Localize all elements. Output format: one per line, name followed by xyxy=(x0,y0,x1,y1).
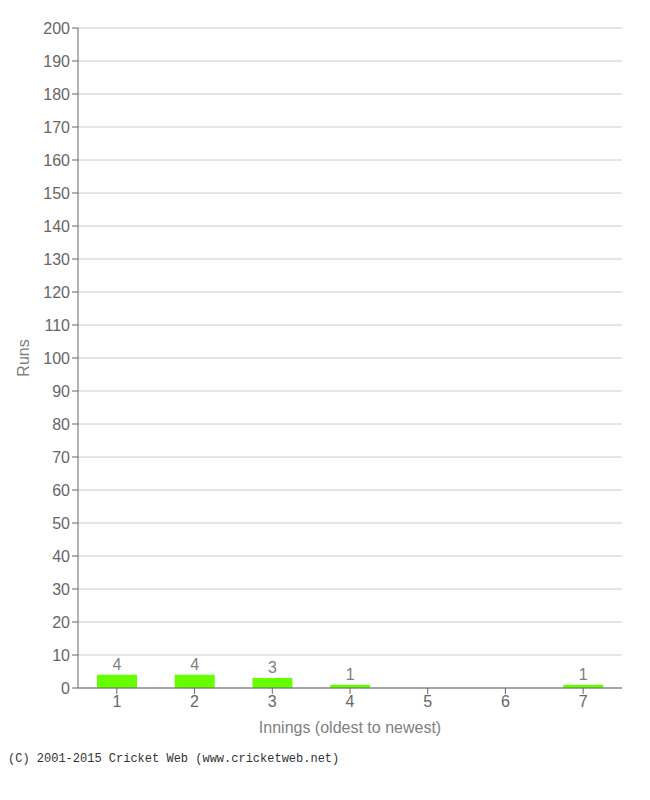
svg-text:Runs: Runs xyxy=(15,339,32,376)
svg-text:1: 1 xyxy=(346,666,355,683)
html-text:(C) 2001-2015 Cricket Web (www: (C) 2001-2015 Cricket Web (www.cricketwe… xyxy=(8,752,340,766)
svg-text:1: 1 xyxy=(579,666,588,683)
svg-text:180: 180 xyxy=(43,86,70,103)
svg-text:6: 6 xyxy=(501,693,510,710)
svg-text:3: 3 xyxy=(268,659,277,676)
svg-text:1: 1 xyxy=(112,693,121,710)
svg-text:10: 10 xyxy=(52,647,70,664)
svg-text:3: 3 xyxy=(268,693,277,710)
svg-text:40: 40 xyxy=(52,548,70,565)
svg-text:0: 0 xyxy=(61,680,70,697)
svg-text:4: 4 xyxy=(190,656,199,673)
svg-text:160: 160 xyxy=(43,152,70,169)
svg-text:120: 120 xyxy=(43,284,70,301)
svg-text:20: 20 xyxy=(52,614,70,631)
svg-text:200: 200 xyxy=(43,20,70,37)
svg-text:4: 4 xyxy=(346,693,355,710)
svg-text:50: 50 xyxy=(52,515,70,532)
svg-text:Innings (oldest to newest): Innings (oldest to newest) xyxy=(259,719,441,736)
svg-text:90: 90 xyxy=(52,383,70,400)
svg-text:170: 170 xyxy=(43,119,70,136)
svg-text:130: 130 xyxy=(43,251,70,268)
svg-text:100: 100 xyxy=(43,350,70,367)
svg-text:5: 5 xyxy=(423,693,432,710)
svg-text:2: 2 xyxy=(190,693,199,710)
svg-text:60: 60 xyxy=(52,482,70,499)
svg-text:190: 190 xyxy=(43,53,70,70)
svg-text:110: 110 xyxy=(44,317,70,334)
svg-text:7: 7 xyxy=(579,693,588,710)
svg-text:140: 140 xyxy=(43,218,70,235)
svg-text:150: 150 xyxy=(43,185,70,202)
svg-text:80: 80 xyxy=(52,416,70,433)
svg-text:4: 4 xyxy=(113,656,122,673)
svg-text:30: 30 xyxy=(52,581,70,598)
svg-text:70: 70 xyxy=(52,449,70,466)
